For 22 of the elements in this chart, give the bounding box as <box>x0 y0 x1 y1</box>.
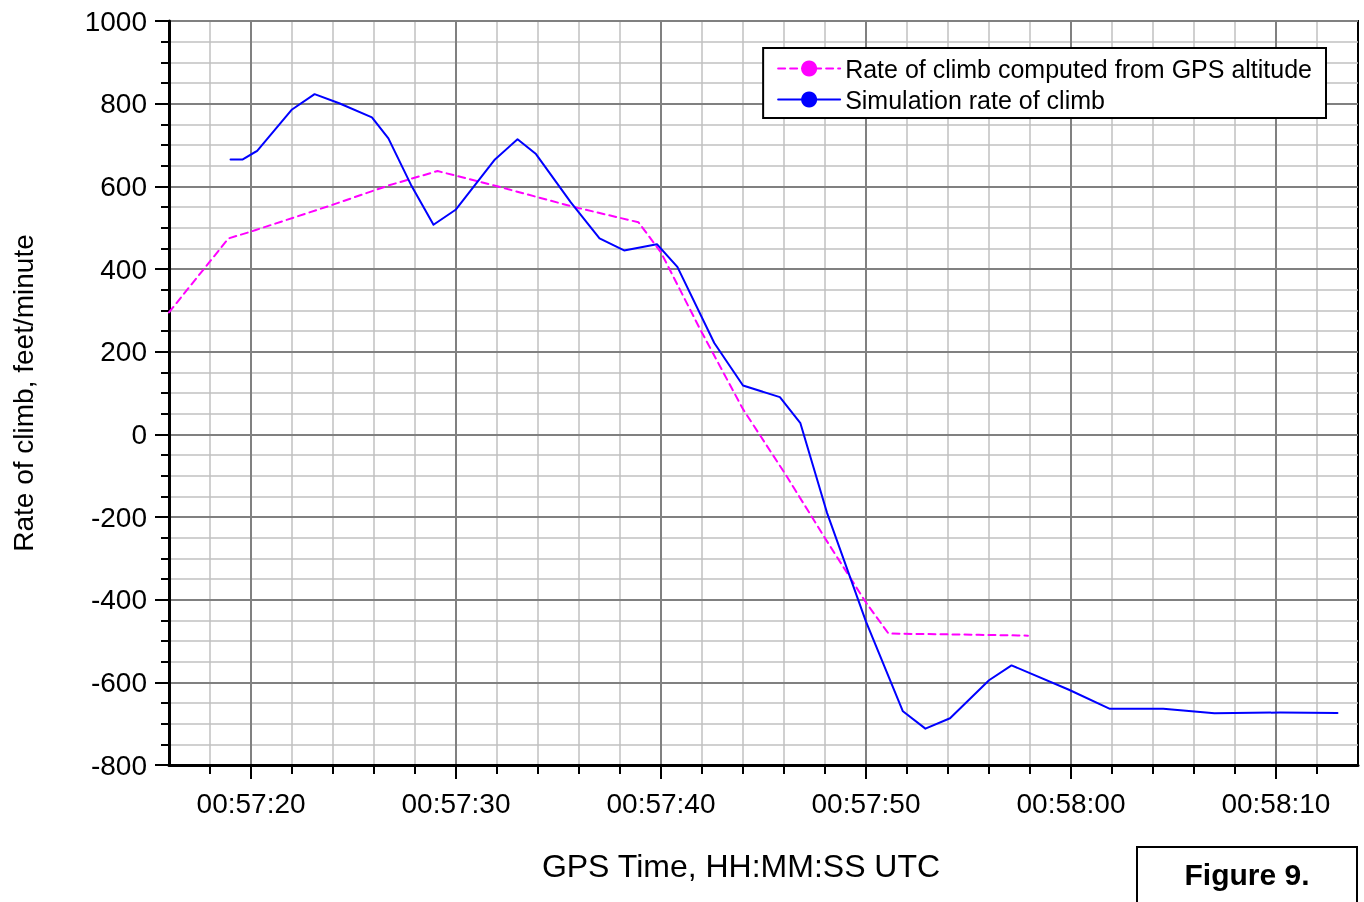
y-tick-label: 600 <box>100 170 147 202</box>
y-tick-label: -600 <box>90 666 147 698</box>
legend-label: Simulation rate of climb <box>845 85 1105 114</box>
y-tick-label: 0 <box>131 418 147 450</box>
x-tick-label: 00:58:00 <box>1016 787 1126 819</box>
y-tick-label: 1000 <box>84 5 147 37</box>
y-tick-label: 800 <box>100 88 147 120</box>
legend-label: Rate of climb computed from GPS altitude <box>845 54 1312 83</box>
x-tick-label: 00:57:30 <box>401 787 511 819</box>
x-tick-label: 00:57:40 <box>606 787 716 819</box>
y-axis-title: Rate of climb, feet/minute <box>7 234 39 552</box>
y-tick-label: 200 <box>100 336 147 368</box>
caption: Figure 9. <box>1136 846 1358 902</box>
y-tick-label: -200 <box>90 501 147 533</box>
y-tick-label: -400 <box>90 584 147 616</box>
y-tick-label: 400 <box>100 253 147 285</box>
x-tick-label: 00:58:10 <box>1221 787 1331 819</box>
line-series <box>168 170 1029 637</box>
x-tick-label: 00:57:50 <box>811 787 921 819</box>
x-axis-title: GPS Time, HH:MM:SS UTC <box>541 848 941 884</box>
y-tick-label: -800 <box>90 749 147 781</box>
x-tick-label: 00:57:20 <box>196 787 306 819</box>
